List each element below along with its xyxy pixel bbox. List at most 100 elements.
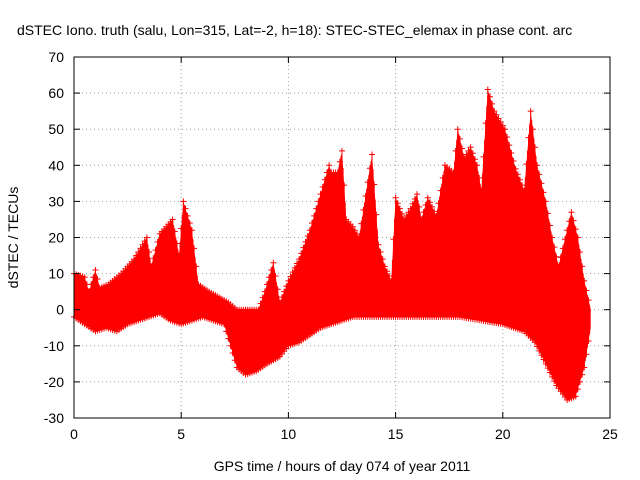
data-point-marker (499, 122, 506, 129)
data-point-marker (289, 269, 296, 276)
data-point-marker (465, 147, 472, 154)
data-point-marker (276, 299, 283, 306)
data-point-marker (469, 150, 476, 157)
data-point-marker (399, 211, 406, 218)
data-point-marker (570, 217, 577, 224)
data-point-marker (544, 365, 551, 372)
data-point-marker (371, 181, 378, 188)
data-point-marker (319, 183, 326, 190)
data-point-marker (452, 147, 459, 154)
data-point-marker (467, 144, 474, 151)
data-point-marker (576, 248, 583, 255)
data-point-marker (369, 151, 376, 158)
data-point-marker (579, 371, 586, 378)
data-point-marker (574, 234, 581, 241)
data-point-marker (133, 252, 140, 259)
data-point-marker (418, 216, 425, 223)
data-point-marker (358, 220, 365, 227)
data-point-marker (450, 169, 457, 176)
chart-title: dSTEC Iono. truth (salu, Lon=315, Lat=-2… (17, 22, 572, 38)
data-point-marker (416, 203, 423, 210)
data-point-marker (491, 108, 498, 115)
data-point-marker (137, 245, 144, 252)
data-point-marker (261, 288, 268, 295)
data-point-marker (141, 238, 148, 245)
data-point-marker (512, 165, 519, 172)
data-point-marker (334, 169, 341, 176)
data-point-marker (572, 393, 579, 400)
x-tick-label: 15 (388, 426, 404, 442)
data-point-marker (531, 144, 538, 151)
data-point-marker (88, 281, 95, 288)
data-point-marker (341, 182, 348, 189)
data-point-marker (285, 277, 292, 284)
data-point-marker (180, 198, 187, 205)
x-axis: 0 5 10 15 20 25 (70, 57, 618, 442)
data-point-marker (373, 211, 380, 218)
data-point-marker (461, 155, 468, 162)
data-point-marker (92, 266, 99, 273)
data-point-marker (538, 352, 545, 359)
data-point-marker (94, 276, 101, 283)
data-point-marker (564, 227, 571, 234)
data-point-marker (559, 245, 566, 252)
data-point-marker (585, 337, 592, 344)
data-point-marker (184, 212, 191, 219)
data-point-marker (173, 240, 180, 247)
plot-area (71, 86, 592, 403)
data-point-marker (90, 274, 97, 281)
data-point-marker (422, 202, 429, 209)
data-point-marker (411, 195, 418, 202)
data-point-marker (474, 162, 481, 169)
data-point-marker (366, 165, 373, 172)
y-tick-label: -30 (44, 410, 64, 426)
data-point-marker (536, 171, 543, 178)
data-point-marker (223, 328, 230, 335)
data-point-marker (546, 369, 553, 376)
data-point-marker (304, 233, 311, 240)
y-tick-label: 20 (48, 230, 64, 246)
data-point-marker (409, 200, 416, 207)
data-point-marker (150, 255, 157, 262)
data-point-marker (227, 342, 234, 349)
data-point-marker (429, 203, 436, 210)
data-point-marker (542, 198, 549, 205)
data-point-marker (326, 162, 333, 169)
data-point-marker (508, 150, 515, 157)
data-point-marker (480, 153, 487, 160)
y-tick-label: 0 (56, 302, 64, 318)
data-point-marker (527, 108, 534, 115)
data-point-marker (495, 115, 502, 122)
data-point-marker (263, 281, 270, 288)
data-point-marker (561, 236, 568, 243)
data-point-marker (497, 118, 504, 125)
y-tick-label: 40 (48, 157, 64, 173)
data-point-marker (146, 248, 153, 255)
data-point-marker (431, 208, 438, 215)
data-point-marker (86, 288, 93, 295)
data-point-marker (510, 157, 517, 164)
x-tick-label: 20 (495, 426, 511, 442)
data-point-marker (154, 239, 161, 246)
data-point-marker (283, 283, 290, 290)
data-point-marker (534, 343, 541, 350)
data-point-marker (555, 263, 562, 270)
y-tick-label: 60 (48, 85, 64, 101)
data-point-marker (471, 156, 478, 163)
data-point-marker (186, 220, 193, 227)
data-point-marker (489, 100, 496, 107)
data-point-marker (396, 205, 403, 212)
data-point-marker (287, 273, 294, 280)
data-point-marker (476, 174, 483, 181)
data-point-marker (152, 247, 159, 254)
data-point-marker (298, 250, 305, 257)
data-point-marker (583, 351, 590, 358)
data-point-marker (553, 253, 560, 260)
data-point-marker (405, 209, 412, 216)
data-point-marker (572, 226, 579, 233)
data-point-marker (171, 228, 178, 235)
data-point-marker (315, 198, 322, 205)
data-point-marker (349, 223, 356, 230)
data-point-marker (356, 234, 363, 241)
data-point-marker (424, 194, 431, 201)
